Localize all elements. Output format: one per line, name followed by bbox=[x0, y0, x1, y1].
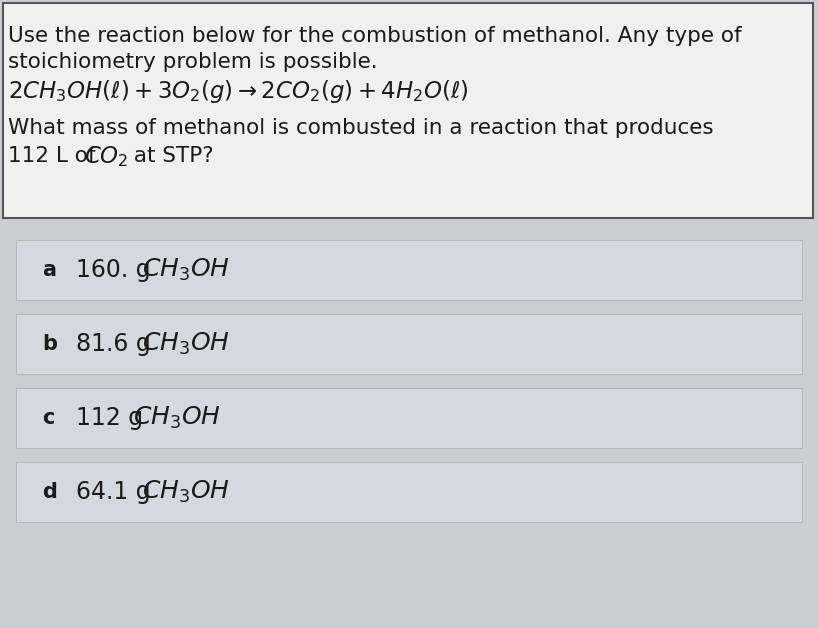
Text: a: a bbox=[42, 260, 56, 280]
Text: 160. g: 160. g bbox=[76, 258, 158, 282]
Text: b: b bbox=[42, 334, 57, 354]
Text: 64.1 g: 64.1 g bbox=[76, 480, 158, 504]
Text: What mass of methanol is combusted in a reaction that produces: What mass of methanol is combusted in a … bbox=[8, 118, 713, 138]
Text: 112 g: 112 g bbox=[76, 406, 151, 430]
Text: $CH_3OH$: $CH_3OH$ bbox=[133, 405, 221, 431]
FancyBboxPatch shape bbox=[16, 388, 802, 448]
Text: Use the reaction below for the combustion of methanol. Any type of: Use the reaction below for the combustio… bbox=[8, 26, 742, 46]
Text: 81.6 g: 81.6 g bbox=[76, 332, 158, 356]
Text: $CO_2$: $CO_2$ bbox=[84, 144, 128, 169]
FancyBboxPatch shape bbox=[3, 3, 813, 218]
Text: stoichiometry problem is possible.: stoichiometry problem is possible. bbox=[8, 52, 378, 72]
Text: $CH_3OH$: $CH_3OH$ bbox=[142, 331, 231, 357]
Text: $CH_3OH$: $CH_3OH$ bbox=[142, 479, 231, 505]
FancyBboxPatch shape bbox=[16, 462, 802, 522]
FancyBboxPatch shape bbox=[16, 314, 802, 374]
Text: at STP?: at STP? bbox=[127, 146, 213, 166]
FancyBboxPatch shape bbox=[16, 240, 802, 300]
Text: c: c bbox=[42, 408, 54, 428]
Text: 112 L of: 112 L of bbox=[8, 146, 102, 166]
Text: $CH_3OH$: $CH_3OH$ bbox=[142, 257, 231, 283]
Text: d: d bbox=[42, 482, 57, 502]
Text: $2CH_3OH(\ell) + 3O_2(g) \rightarrow 2CO_2(g) + 4H_2O(\ell)$: $2CH_3OH(\ell) + 3O_2(g) \rightarrow 2CO… bbox=[8, 78, 469, 105]
